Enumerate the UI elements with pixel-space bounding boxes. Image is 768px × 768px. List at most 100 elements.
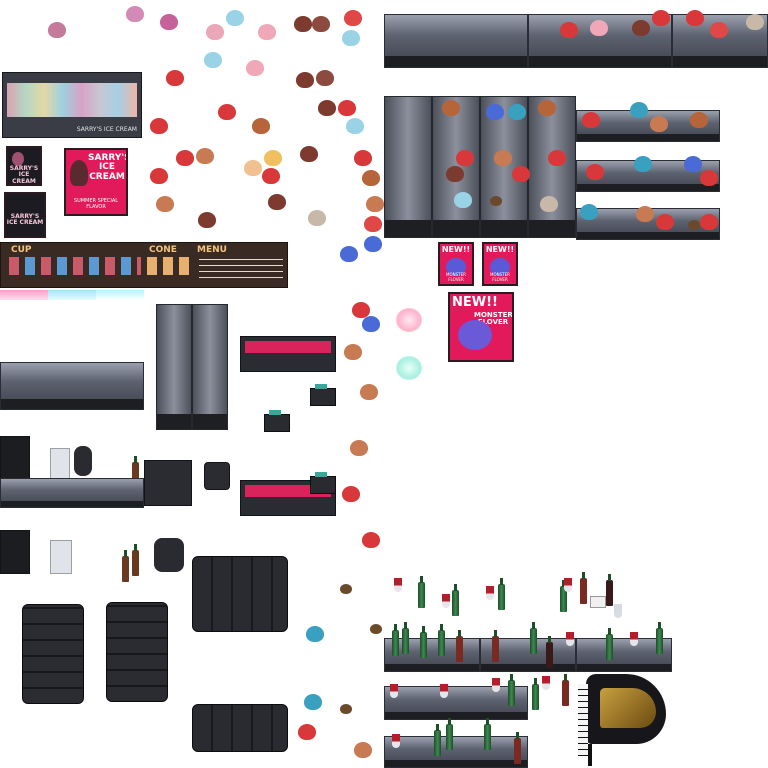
liquor-bottle-icon bbox=[514, 732, 521, 764]
parfait-icon bbox=[656, 214, 674, 230]
menu-board: CUP CONE MENU bbox=[0, 242, 288, 288]
cupcake-icon bbox=[446, 166, 464, 182]
pink-glow-orb bbox=[396, 308, 422, 332]
promo-poster-small-1: NEW!! MONSTER FLOVER bbox=[438, 242, 474, 286]
wine-glass-icon bbox=[442, 594, 450, 608]
shaved-ice-icon bbox=[342, 486, 360, 502]
parfait-icon bbox=[338, 100, 356, 116]
dishwasher-unit bbox=[144, 460, 192, 506]
shaved-ice-icon bbox=[580, 204, 598, 220]
shaved-ice-icon bbox=[206, 24, 224, 40]
shaved-ice-icon bbox=[176, 150, 194, 166]
liquor-bottle-icon bbox=[562, 674, 569, 706]
fridge-2 bbox=[432, 96, 480, 238]
wine-glass-icon bbox=[392, 734, 400, 748]
pink-counter-2 bbox=[240, 480, 336, 516]
menu-cup-heading: CUP bbox=[11, 245, 32, 255]
wine-bottle-icon bbox=[420, 626, 427, 658]
parfait-icon bbox=[494, 150, 512, 166]
parfait-icon bbox=[156, 196, 174, 212]
bar-counter-4 bbox=[384, 686, 528, 720]
ice-cream-display-case: SARRY'S ICE CREAM bbox=[2, 72, 142, 138]
parfait-icon bbox=[244, 160, 262, 176]
wine-bottle-icon bbox=[484, 718, 491, 750]
wine-glass-icon bbox=[394, 578, 402, 592]
promo-small-line2: MONSTER FLOVER bbox=[446, 272, 466, 282]
cupcake-icon bbox=[316, 70, 334, 86]
shaved-ice-icon bbox=[246, 60, 264, 76]
tall-cabinet-1 bbox=[156, 304, 192, 430]
poster-ice-cream-icon bbox=[70, 160, 88, 186]
shaved-ice-icon bbox=[204, 52, 222, 68]
parfait-icon bbox=[366, 196, 384, 212]
barrel bbox=[74, 446, 92, 476]
parfait-icon bbox=[582, 112, 600, 128]
parfait-icon bbox=[252, 118, 270, 134]
parfait-icon bbox=[690, 112, 708, 128]
parfait-icon bbox=[650, 116, 668, 132]
coffee-cup-icon bbox=[340, 584, 352, 594]
display-case-label: SARRY'S ICE CREAM bbox=[76, 126, 137, 133]
sauce-bottle-icon bbox=[132, 456, 139, 488]
shaved-ice-icon bbox=[258, 24, 276, 40]
grill-small bbox=[0, 530, 30, 574]
shaved-ice-icon bbox=[304, 694, 322, 710]
wine-bottle-icon bbox=[446, 718, 453, 750]
grand-piano-icon bbox=[578, 674, 666, 766]
parfait-icon bbox=[344, 344, 362, 360]
shaved-ice-icon bbox=[346, 118, 364, 134]
color-strip-light bbox=[96, 290, 144, 300]
wine-bottle-icon bbox=[560, 580, 567, 612]
parfait-icon bbox=[586, 164, 604, 180]
wine-bottle-icon bbox=[508, 674, 515, 706]
shaved-ice-icon bbox=[226, 10, 244, 26]
poster-title: SARRY'S ICE CREAM bbox=[88, 153, 128, 182]
promo-poster-large: NEW!! MONSTER FLOVER bbox=[448, 292, 514, 362]
promo-poster-small-2: NEW!! MONSTER FLOVER bbox=[482, 242, 518, 286]
wine-bottle-icon bbox=[392, 624, 399, 656]
pink-counter-top bbox=[245, 485, 331, 497]
promo-large-line2: MONSTER FLOVER bbox=[474, 311, 513, 327]
parfait-icon bbox=[262, 168, 280, 184]
promo-small-line1: NEW!! bbox=[485, 245, 515, 254]
parfait-icon bbox=[560, 22, 578, 38]
kitchen-counter bbox=[0, 478, 144, 508]
store-sign-small: SARRY'S ICE CREAM bbox=[6, 146, 42, 186]
pink-counter-1 bbox=[240, 336, 336, 372]
wine-bottle-icon bbox=[402, 622, 409, 654]
cupcake-icon bbox=[746, 14, 764, 30]
ice-cream-cup-display bbox=[50, 448, 70, 482]
cupcake-icon bbox=[632, 20, 650, 36]
wine-bottle-icon bbox=[438, 624, 445, 656]
grill-station bbox=[0, 436, 30, 480]
bar-counter-1 bbox=[384, 638, 480, 672]
wine-bottle-icon bbox=[606, 628, 613, 660]
promo-large-line1: NEW!! bbox=[452, 295, 498, 310]
playing-cards-icon bbox=[590, 596, 606, 608]
parfait-icon bbox=[710, 22, 728, 38]
shaved-ice-icon bbox=[344, 10, 362, 26]
sauce-bottle-icon bbox=[132, 544, 139, 576]
sauce-bottle-icon bbox=[122, 550, 129, 582]
shaved-ice-icon bbox=[364, 236, 382, 252]
color-strip-pink bbox=[0, 290, 48, 300]
parfait-icon bbox=[700, 214, 718, 230]
menu-cone-items bbox=[147, 257, 191, 275]
liquor-bottle-icon bbox=[456, 630, 463, 662]
parfait-icon bbox=[442, 100, 460, 116]
coffee-cup-icon bbox=[688, 220, 700, 230]
parfait-icon bbox=[512, 166, 530, 182]
wine-bottle-icon bbox=[530, 622, 537, 654]
parfait-icon bbox=[298, 724, 316, 740]
stool-block bbox=[204, 462, 230, 490]
ice-cream-cup-display-small bbox=[50, 540, 72, 574]
shaved-ice-icon bbox=[264, 150, 282, 166]
liquor-bottle-icon bbox=[546, 636, 553, 668]
wine-glass-icon bbox=[564, 578, 572, 592]
cupcake-icon bbox=[308, 210, 326, 226]
liquor-bottle-icon bbox=[492, 630, 499, 662]
promo-monster-icon bbox=[490, 258, 510, 276]
cupcake-icon bbox=[268, 194, 286, 210]
coffee-cup-icon bbox=[370, 624, 382, 634]
store-sign-standing: SARRY'S ICE CREAM bbox=[4, 192, 46, 238]
